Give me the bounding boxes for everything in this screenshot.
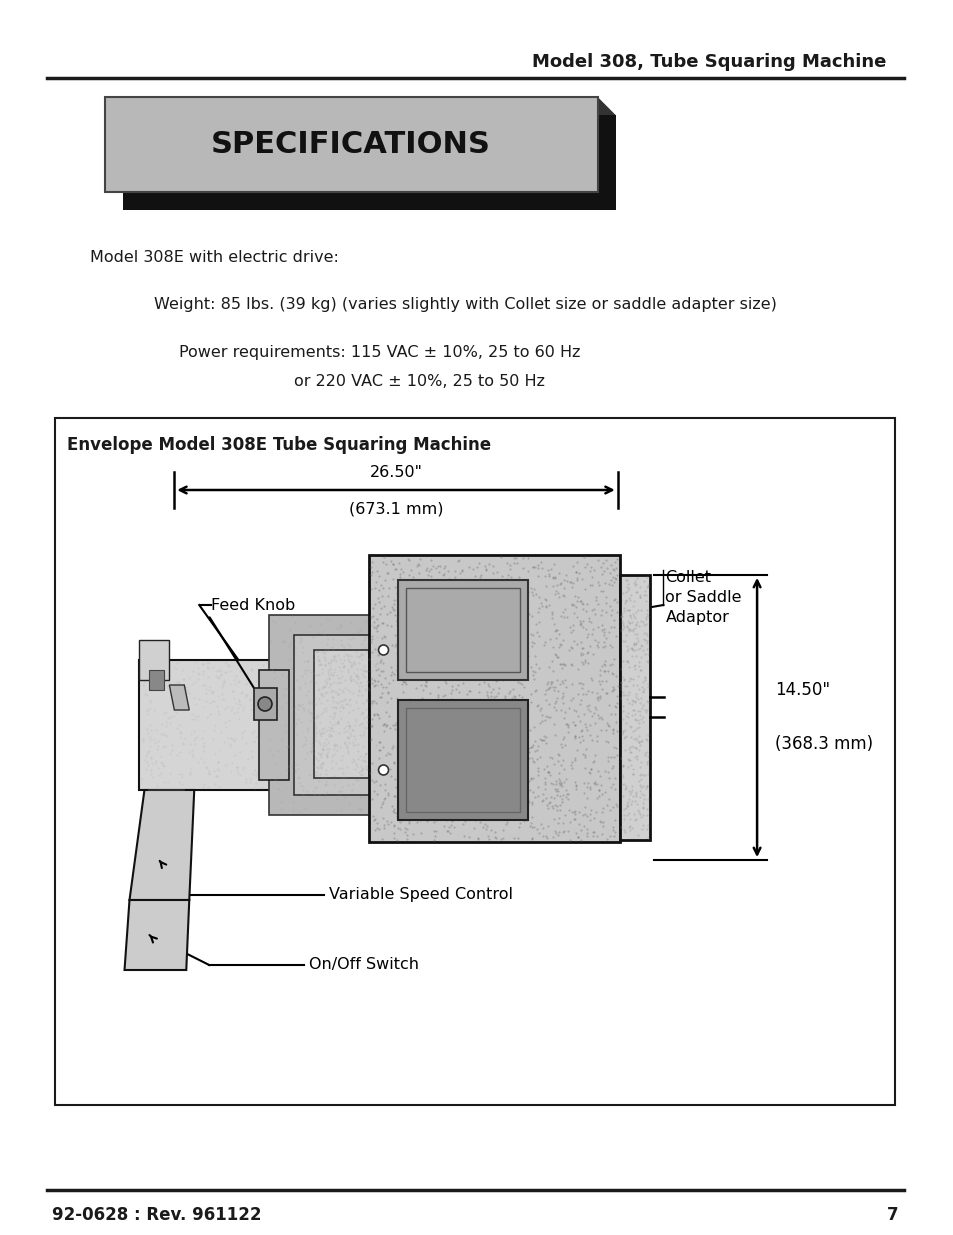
Text: or 220 VAC ± 10%, 25 to 50 Hz: or 220 VAC ± 10%, 25 to 50 Hz bbox=[294, 374, 544, 389]
Text: 26.50": 26.50" bbox=[369, 466, 422, 480]
Text: Model 308E with electric drive:: Model 308E with electric drive: bbox=[90, 251, 338, 266]
Text: 7: 7 bbox=[886, 1207, 898, 1224]
Text: Power requirements: 115 VAC ± 10%, 25 to 60 Hz: Power requirements: 115 VAC ± 10%, 25 to… bbox=[179, 345, 580, 359]
Polygon shape bbox=[170, 685, 189, 710]
Polygon shape bbox=[130, 790, 194, 900]
Polygon shape bbox=[125, 900, 189, 969]
Circle shape bbox=[378, 645, 388, 655]
Bar bbox=[398, 700, 527, 820]
Text: On/Off Switch: On/Off Switch bbox=[309, 957, 418, 972]
Text: Collet
or Saddle
Adaptor: Collet or Saddle Adaptor bbox=[665, 571, 741, 625]
Text: Variable Speed Control: Variable Speed Control bbox=[329, 888, 512, 903]
Bar bbox=[406, 708, 519, 811]
Bar bbox=[150, 671, 164, 690]
Text: (368.3 mm): (368.3 mm) bbox=[774, 735, 872, 753]
Text: Envelope Model 308E Tube Squaring Machine: Envelope Model 308E Tube Squaring Machin… bbox=[67, 436, 491, 454]
Bar bbox=[294, 635, 374, 795]
Text: (673.1 mm): (673.1 mm) bbox=[349, 501, 443, 517]
Text: 14.50": 14.50" bbox=[774, 680, 829, 699]
Bar bbox=[105, 98, 598, 191]
Bar bbox=[314, 650, 368, 778]
Circle shape bbox=[257, 697, 272, 711]
Bar bbox=[269, 615, 378, 815]
Bar bbox=[368, 555, 618, 842]
Polygon shape bbox=[122, 191, 615, 210]
Bar bbox=[618, 576, 649, 840]
Polygon shape bbox=[598, 115, 615, 210]
Text: Feed Knob: Feed Knob bbox=[211, 598, 295, 613]
Bar bbox=[139, 659, 289, 790]
Bar bbox=[406, 588, 519, 672]
Text: Weight: 85 lbs. (39 kg) (varies slightly with Collet size or saddle adapter size: Weight: 85 lbs. (39 kg) (varies slightly… bbox=[154, 298, 777, 312]
Polygon shape bbox=[598, 98, 615, 115]
Bar bbox=[258, 671, 289, 781]
Bar bbox=[398, 580, 527, 680]
Bar bbox=[139, 640, 170, 680]
Bar bbox=[253, 688, 276, 720]
Text: SPECIFICATIONS: SPECIFICATIONS bbox=[211, 130, 491, 159]
Text: 92-0628 : Rev. 961122: 92-0628 : Rev. 961122 bbox=[51, 1207, 261, 1224]
Circle shape bbox=[378, 764, 388, 776]
Text: Model 308, Tube Squaring Machine: Model 308, Tube Squaring Machine bbox=[532, 53, 885, 70]
Bar bbox=[54, 417, 894, 1105]
